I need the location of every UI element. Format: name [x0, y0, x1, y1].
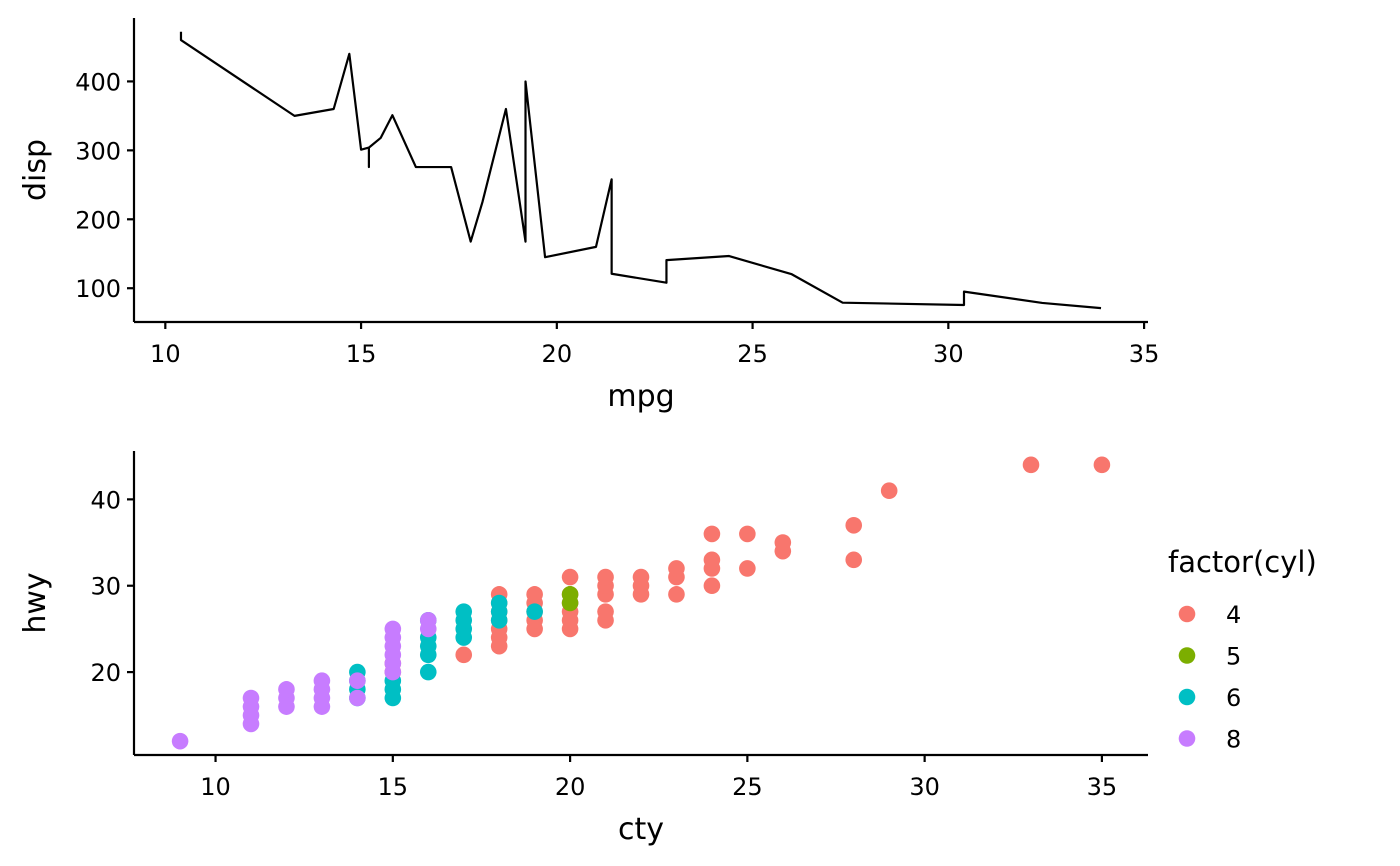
data-point-cyl-4 [1022, 456, 1040, 474]
data-point-cyl-8 [171, 732, 189, 750]
legend-key-6 [1178, 688, 1196, 706]
legend-key-4 [1178, 605, 1196, 623]
data-point-cyl-8 [419, 611, 437, 629]
data-point-cyl-4 [597, 568, 614, 586]
data-point-cyl-4 [632, 568, 650, 586]
line-chart-x-tick-label: 25 [737, 340, 768, 368]
scatter-chart-y-tick-label: 30 [90, 573, 121, 601]
scatter-chart-y-ticks: 20 30 40 [90, 486, 134, 687]
legend-item-5: 5 [1178, 643, 1241, 671]
legend-label: 4 [1226, 601, 1241, 629]
series-line [179, 31, 1102, 310]
scatter-chart-marks [171, 456, 1111, 750]
scatter-chart-x-title: cty [618, 812, 664, 847]
data-point-cyl-4 [668, 586, 685, 603]
data-point-cyl-4 [774, 534, 792, 551]
data-point-cyl-4 [739, 560, 756, 577]
scatter-chart-x-ticks: 10 15 20 25 30 35 [200, 755, 1117, 801]
legend: factor(cyl) 4 5 6 8 [1168, 545, 1317, 754]
data-point-cyl-4 [526, 586, 543, 603]
line-chart-x-tick-label: 10 [150, 340, 181, 368]
data-point-cyl-8 [278, 681, 295, 698]
data-point-cyl-4 [845, 516, 863, 534]
line-chart: 10 15 20 25 30 35 100 200 300 400 mpg disp [18, 18, 1159, 414]
legend-items: 4 5 6 8 [1178, 601, 1241, 754]
legend-label: 5 [1226, 643, 1241, 671]
data-point-cyl-4 [703, 525, 721, 543]
scatter-chart-x-tick-label: 35 [1087, 773, 1118, 801]
line-chart-x-tick-label: 30 [933, 340, 964, 368]
line-chart-y-tick-label: 100 [75, 275, 121, 303]
data-point-cyl-6 [419, 663, 437, 681]
data-point-cyl-8 [349, 672, 366, 690]
legend-item-8: 8 [1178, 726, 1241, 754]
line-chart-x-tick-label: 15 [346, 340, 377, 368]
line-chart-x-tick-label: 35 [1129, 340, 1160, 368]
data-point-cyl-4 [739, 525, 756, 543]
data-point-cyl-8 [349, 689, 366, 707]
legend-item-6: 6 [1178, 684, 1241, 712]
line-chart-x-ticks: 10 15 20 25 30 35 [150, 322, 1159, 368]
scatter-chart-y-tick-label: 40 [90, 486, 121, 514]
line-chart-y-title: disp [18, 139, 53, 201]
line-chart-y-tick-label: 400 [75, 68, 121, 96]
data-point-cyl-4 [597, 603, 614, 620]
legend-label: 6 [1226, 684, 1241, 712]
legend-key-8 [1178, 730, 1196, 747]
data-point-cyl-4 [561, 568, 579, 586]
scatter-chart-y-tick-label: 20 [90, 659, 121, 687]
scatter-chart-x-tick-label: 30 [909, 773, 940, 801]
data-point-cyl-4 [1093, 456, 1111, 474]
line-chart-marks [179, 31, 1102, 310]
scatter-chart-y-title: hwy [18, 572, 53, 633]
data-point-cyl-4 [880, 482, 898, 500]
data-point-cyl-4 [703, 577, 721, 595]
data-point-cyl-6 [490, 594, 508, 612]
legend-label: 8 [1226, 726, 1241, 754]
data-point-cyl-6 [526, 603, 543, 620]
data-point-cyl-4 [845, 551, 863, 569]
data-point-cyl-8 [384, 620, 402, 638]
line-chart-x-tick-label: 20 [542, 340, 573, 368]
scatter-chart-x-tick-label: 25 [732, 773, 763, 801]
line-chart-y-ticks: 100 200 300 400 [75, 68, 134, 303]
data-point-cyl-4 [668, 560, 685, 577]
data-point-cyl-6 [455, 603, 473, 620]
legend-title: factor(cyl) [1168, 545, 1317, 579]
data-point-cyl-4 [703, 551, 721, 569]
legend-item-4: 4 [1178, 601, 1241, 629]
data-point-cyl-8 [313, 672, 331, 690]
data-point-cyl-5 [561, 586, 579, 603]
data-point-cyl-8 [242, 689, 260, 707]
scatter-chart: 10 15 20 25 30 35 20 30 40 cty hwy factor(cyl) … [18, 451, 1317, 847]
line-chart-y-tick-label: 300 [75, 137, 121, 165]
legend-key-5 [1178, 647, 1196, 664]
scatter-chart-x-tick-label: 10 [200, 773, 231, 801]
line-chart-y-tick-label: 200 [75, 206, 121, 234]
line-chart-x-title: mpg [607, 379, 674, 414]
scatter-chart-x-tick-label: 15 [378, 773, 409, 801]
data-point-cyl-4 [455, 646, 473, 664]
scatter-chart-x-tick-label: 20 [555, 773, 586, 801]
